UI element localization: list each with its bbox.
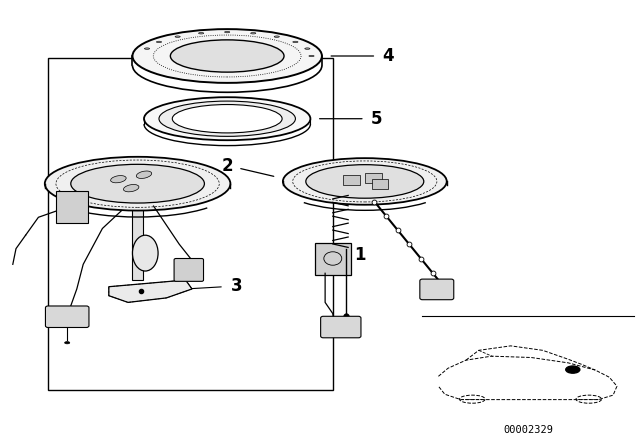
Ellipse shape <box>71 164 204 203</box>
Ellipse shape <box>309 55 314 57</box>
FancyBboxPatch shape <box>174 258 204 281</box>
FancyBboxPatch shape <box>365 173 382 183</box>
Ellipse shape <box>132 235 158 271</box>
Text: 5: 5 <box>371 110 383 128</box>
Ellipse shape <box>136 171 152 178</box>
Polygon shape <box>109 280 192 302</box>
Ellipse shape <box>111 176 126 183</box>
Ellipse shape <box>132 29 322 83</box>
Bar <box>132 197 143 280</box>
Ellipse shape <box>306 165 424 198</box>
Ellipse shape <box>292 41 298 43</box>
Text: 2: 2 <box>221 157 233 175</box>
Ellipse shape <box>175 36 180 37</box>
FancyBboxPatch shape <box>45 306 89 327</box>
Text: 4: 4 <box>383 47 394 65</box>
Text: 00002329: 00002329 <box>503 425 553 435</box>
FancyBboxPatch shape <box>420 279 454 300</box>
Bar <box>48 58 333 390</box>
Ellipse shape <box>283 158 447 205</box>
Ellipse shape <box>144 97 310 140</box>
Ellipse shape <box>170 40 284 72</box>
Ellipse shape <box>65 341 70 344</box>
FancyBboxPatch shape <box>321 316 361 338</box>
Ellipse shape <box>159 101 296 136</box>
Ellipse shape <box>305 48 310 49</box>
Text: 3: 3 <box>230 277 242 295</box>
Text: 1: 1 <box>354 246 365 264</box>
Ellipse shape <box>274 36 279 37</box>
FancyBboxPatch shape <box>56 191 88 223</box>
Ellipse shape <box>156 41 162 43</box>
Ellipse shape <box>172 104 282 133</box>
Ellipse shape <box>145 48 150 49</box>
Ellipse shape <box>124 185 139 192</box>
Ellipse shape <box>225 31 230 33</box>
FancyBboxPatch shape <box>343 175 360 185</box>
Ellipse shape <box>566 366 580 373</box>
Ellipse shape <box>251 33 256 34</box>
FancyBboxPatch shape <box>372 179 388 189</box>
Ellipse shape <box>45 157 230 211</box>
Ellipse shape <box>198 33 204 34</box>
FancyBboxPatch shape <box>315 243 351 275</box>
